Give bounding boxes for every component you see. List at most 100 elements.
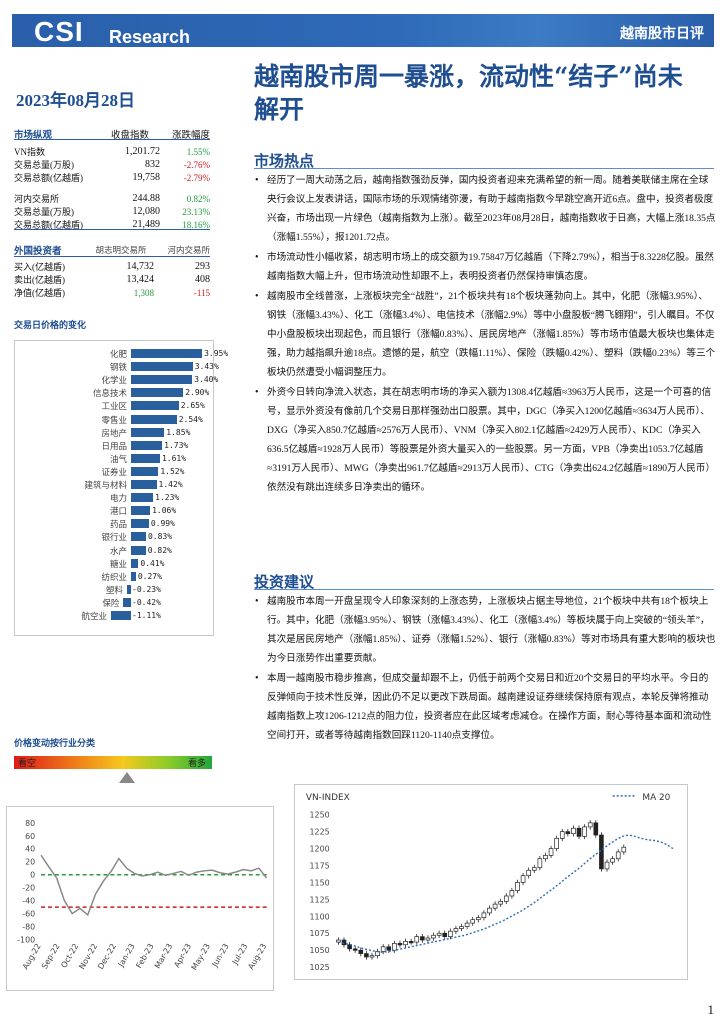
candle-body xyxy=(576,827,582,837)
candle-body xyxy=(448,930,453,937)
bar xyxy=(123,597,131,607)
candle-body xyxy=(526,869,531,877)
headline: 越南股市周一暴涨，流动性“结子”尚未解开 xyxy=(254,62,683,124)
candle-body xyxy=(403,941,408,946)
candle-body xyxy=(392,943,397,951)
candle-body xyxy=(470,919,476,924)
breadth-line-chart: 806040200-20-40-60-80-100Aug-22Sep-22Oct… xyxy=(6,806,274,991)
advice-list: 越南股市本周一开盘呈现令人印象深刻的上涨态势，上涨板块占据主导地位，21个板块中… xyxy=(254,592,716,746)
row-label: 交易总额(亿越盾) xyxy=(14,173,83,183)
candle-body xyxy=(509,890,515,897)
list-item: 经历了一周大动荡之后，越南指数强劲反弹，国内投资者迎来充满希望的新一周。随着美联… xyxy=(254,171,716,247)
bar-value-label: 1.52% xyxy=(160,466,185,476)
market-header-change: 涨跌幅度 xyxy=(171,131,210,141)
sector-chart-title: 交易日价格的变化 xyxy=(14,321,87,331)
candle-body xyxy=(565,831,571,835)
row-label: 河内交易所 xyxy=(14,194,60,204)
bar xyxy=(111,611,131,620)
candle-body xyxy=(520,875,526,883)
x-tick-label: Jun-23 xyxy=(210,942,231,969)
report-type-title: 越南股市日评 xyxy=(620,26,704,42)
row-change: -2.79% xyxy=(183,172,210,183)
candle-body xyxy=(397,943,403,946)
vnindex-chart: VN-INDEX MA 20 1250 1225 1200 1175 1150 1125 110… xyxy=(294,784,688,980)
candle-body xyxy=(481,912,487,919)
row-change: -2.76% xyxy=(183,159,210,170)
bar xyxy=(131,401,179,411)
candle-body xyxy=(364,953,369,958)
row-change: 0.82% xyxy=(186,193,210,204)
table-row: 卖出(亿越盾) 13,424 408 xyxy=(14,273,210,286)
bar-category-label: 油气 xyxy=(109,454,127,465)
candle-body xyxy=(543,854,548,860)
bar-category-label: 化肥 xyxy=(109,350,127,360)
bar-value-label: 2.65% xyxy=(180,401,205,411)
table-row: 交易总额(亿越盾) 21,489 18.16% xyxy=(14,218,210,231)
row-value: 12,080 xyxy=(132,206,161,217)
bar-value-label: 1.73% xyxy=(164,440,189,450)
candle-body xyxy=(386,946,392,951)
row-hn: 408 xyxy=(195,274,210,285)
page-number: 1 xyxy=(707,1002,715,1017)
row-hcm: 14,732 xyxy=(126,261,155,272)
candle-body xyxy=(537,858,543,868)
gauge-title: 价格变动按行业分类 xyxy=(14,739,96,749)
bar xyxy=(131,440,163,450)
y-tick-label: 1050 xyxy=(310,946,330,955)
gauge-pointer-icon xyxy=(118,772,135,783)
divider xyxy=(254,168,714,169)
candle-body xyxy=(492,903,498,909)
market-header-close: 收盘指数 xyxy=(110,131,149,141)
x-tick-label: Dec-22 xyxy=(96,942,118,971)
bar-value-label: 1.61% xyxy=(161,453,187,463)
foreign-header-hn: 河内交易所 xyxy=(167,245,210,255)
bar-value-label: 3.95% xyxy=(204,349,229,358)
y-tick-label: 20 xyxy=(25,858,35,867)
table-row: 买入(亿越盾) 14,732 293 xyxy=(14,260,210,273)
bar xyxy=(131,532,146,542)
ma20-line xyxy=(338,834,674,953)
bar-category-label: 塑料 xyxy=(105,585,123,596)
candle-body xyxy=(341,939,347,946)
bar xyxy=(131,349,203,358)
x-tick-label: Jul-23 xyxy=(230,942,250,967)
bar-value-label: 2.54% xyxy=(178,414,203,424)
report-date: 2023年08月28日 xyxy=(16,91,135,110)
candle-body xyxy=(380,946,386,952)
logo-research: Research xyxy=(109,27,191,47)
y-tick-label: -20 xyxy=(22,884,35,893)
candle-body xyxy=(453,928,459,932)
y-tick-label: -40 xyxy=(22,897,35,906)
candle-body xyxy=(431,934,436,939)
table-row: 交易总额(亿越盾) 19,758 -2.79% xyxy=(14,171,210,184)
row-label: 买入(亿越盾) xyxy=(14,262,65,272)
candle-body xyxy=(531,867,537,871)
row-label: 交易总额(亿越盾) xyxy=(14,220,83,230)
bar-value-label: 1.23% xyxy=(155,493,180,503)
series-line xyxy=(40,854,268,917)
bar xyxy=(131,493,154,503)
divider xyxy=(14,229,210,230)
candle-body xyxy=(615,851,621,860)
bar-category-label: 零售业 xyxy=(101,415,127,426)
candle-body xyxy=(420,936,425,941)
market-table: 市场纵观 收盘指数 涨跌幅度 VN指数 1,201.72 1.55% 交易总量(万股… xyxy=(14,127,210,231)
list-item: 越南股市全线普涨，上涨板块完全“战胜”，21个板块共有18个板块蓬勃向上。其中，… xyxy=(254,287,716,382)
candle-body xyxy=(414,936,420,943)
header-banner: CSI Research 越南股市日评 xyxy=(12,14,714,47)
y-tick-label: -60 xyxy=(22,910,35,919)
table-row: 河内交易所 244.88 0.82% xyxy=(14,192,210,205)
table-row: 净值(亿越盾) 1,308 -115 xyxy=(14,286,210,299)
gauge-right-label: 看多 xyxy=(187,759,206,769)
chart-title: VN-INDEX xyxy=(306,793,350,803)
bar xyxy=(131,453,160,463)
legend-label: MA 20 xyxy=(642,793,670,803)
candle-body xyxy=(442,932,448,937)
bar-value-label: 1.42% xyxy=(158,480,183,489)
row-value: 19,758 xyxy=(132,172,161,183)
bar xyxy=(131,545,146,555)
candle-body xyxy=(604,861,610,870)
candle-body xyxy=(408,941,414,944)
bar xyxy=(131,519,149,529)
bar-value-label: 2.90% xyxy=(185,388,210,398)
